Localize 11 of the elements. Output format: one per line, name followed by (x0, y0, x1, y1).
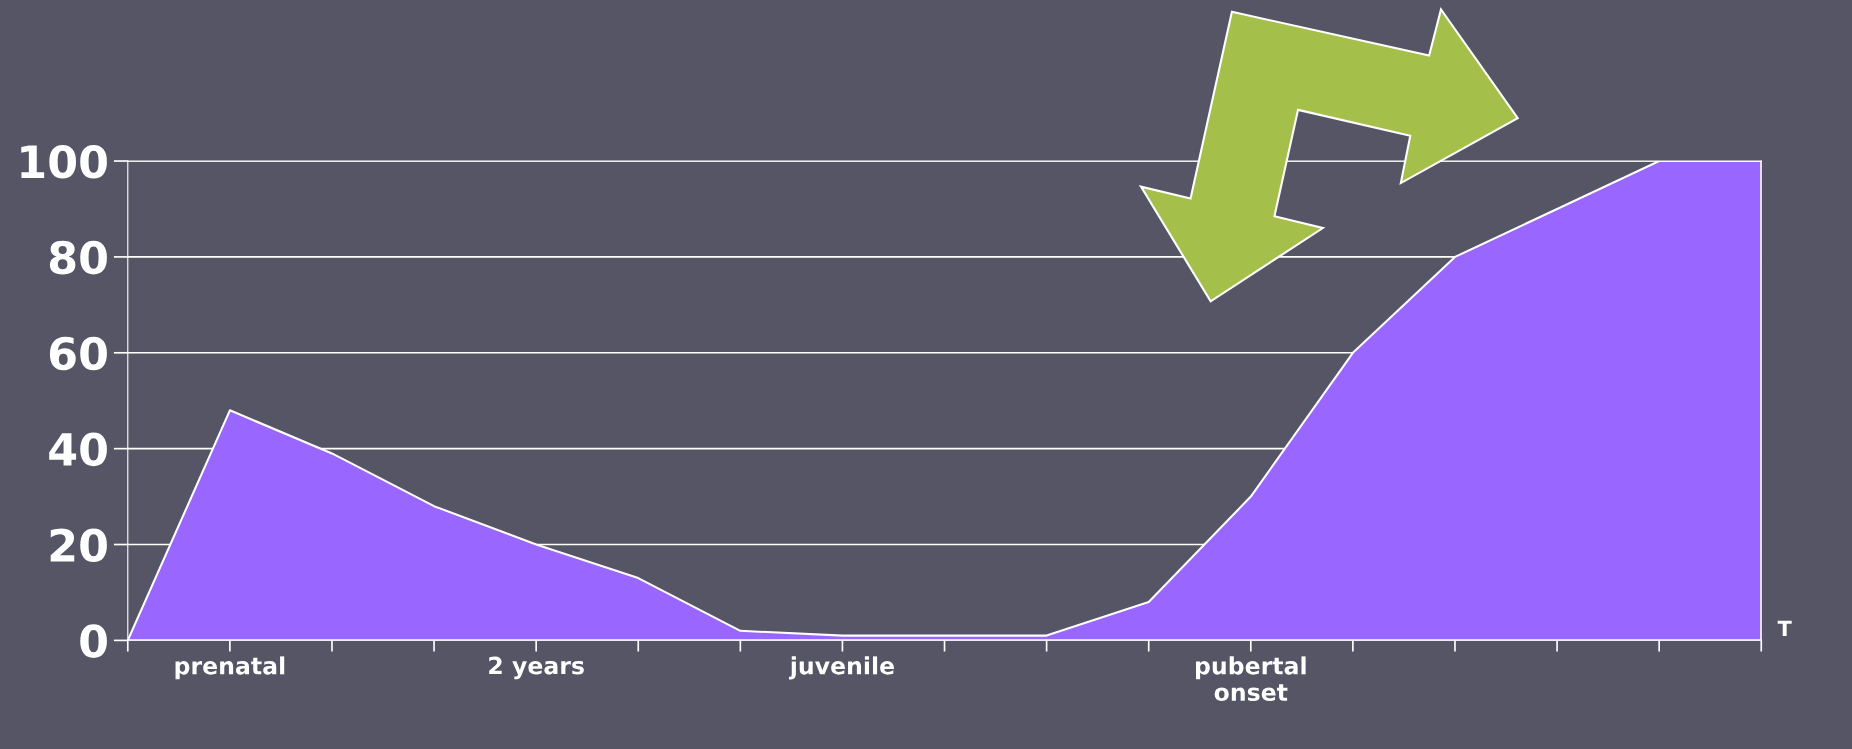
x-tick-label: 2 years (489, 656, 584, 680)
x-tick-label: pubertal onset (1195, 656, 1306, 702)
text: T (1777, 620, 1792, 637)
y-tick-label: 80 (49, 240, 107, 275)
y-tick-label: 60 (49, 336, 107, 371)
x-tick-label: juvenile (788, 656, 894, 680)
y-tick-label: 40 (49, 432, 107, 467)
x-tick-label: prenatal (175, 656, 285, 680)
y-tick-label: 0 (80, 624, 107, 658)
y-tick-label: 100 (21, 144, 107, 179)
y-tick-label: 20 (50, 528, 107, 563)
